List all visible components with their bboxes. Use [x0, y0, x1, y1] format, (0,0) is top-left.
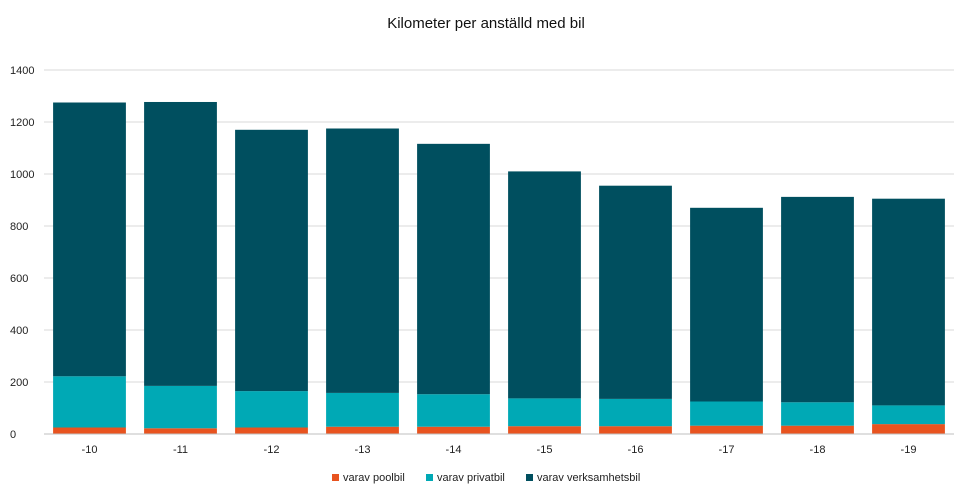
y-axis-ticks: 0 200 400 600 800 1000 1200 1400 [10, 65, 34, 441]
y-tick-label: 1400 [10, 65, 34, 77]
legend-item: varav privatbil [426, 472, 505, 484]
legend-item: varav poolbil [332, 472, 405, 484]
y-tick-label: 200 [10, 377, 28, 389]
bar-segment-varav-verksamhetsbil [417, 143, 490, 395]
bar-segment-varav-poolbil [417, 426, 490, 434]
y-tick-label: 400 [10, 325, 28, 337]
bar-segment-varav-privatbil [53, 376, 126, 428]
bar-segment-varav-verksamhetsbil [599, 185, 672, 399]
bar-segment-varav-verksamhetsbil [781, 196, 854, 403]
x-tick-label: -12 [264, 444, 280, 456]
bar-segment-varav-poolbil [508, 426, 581, 434]
x-tick-label: -16 [628, 444, 644, 456]
bar-segment-varav-poolbil [690, 425, 763, 434]
legend-label: varav privatbil [437, 472, 505, 484]
y-tick-label: 800 [10, 221, 28, 233]
legend-item: varav verksamhetsbil [526, 472, 640, 484]
bar-segment-varav-poolbil [53, 427, 126, 434]
bar-segment-varav-poolbil [235, 427, 308, 434]
x-axis-ticks: -10 -11 -12 -13 -14 -15 -16 -17 -18 -19 [82, 444, 917, 456]
legend-label: varav poolbil [343, 472, 405, 484]
bar-segment-varav-privatbil [781, 402, 854, 426]
bar-segment-varav-privatbil [508, 398, 581, 427]
bar-segment-varav-poolbil [872, 424, 945, 434]
x-tick-label: -13 [355, 444, 371, 456]
bar-segment-varav-privatbil [599, 398, 672, 427]
bar-segment-varav-privatbil [872, 405, 945, 425]
legend-swatch [426, 474, 433, 481]
bar-segment-varav-verksamhetsbil [326, 128, 399, 393]
x-tick-label: -15 [537, 444, 553, 456]
bar-segment-varav-verksamhetsbil [690, 207, 763, 402]
y-tick-label: 1200 [10, 117, 34, 129]
legend-swatch [332, 474, 339, 481]
bar-segment-varav-poolbil [599, 426, 672, 434]
bar-segment-varav-privatbil [690, 401, 763, 426]
x-tick-label: -14 [446, 444, 462, 456]
bar-segment-varav-verksamhetsbil [53, 102, 126, 377]
x-tick-label: -11 [173, 444, 188, 456]
x-tick-label: -19 [901, 444, 917, 456]
bar-segment-varav-verksamhetsbil [235, 129, 308, 392]
bar-segment-varav-verksamhetsbil [872, 198, 945, 406]
x-tick-label: -18 [810, 444, 826, 456]
bars [53, 101, 945, 434]
y-tick-label: 0 [10, 429, 16, 441]
x-tick-label: -17 [719, 444, 735, 456]
bar-segment-varav-verksamhetsbil [144, 101, 217, 386]
bar-segment-varav-poolbil [144, 428, 217, 434]
chart-title: Kilometer per anställd med bil [387, 15, 585, 32]
x-tick-label: -10 [82, 444, 98, 456]
bar-segment-varav-privatbil [326, 392, 399, 427]
bar-segment-varav-privatbil [144, 385, 217, 429]
bar-segment-varav-poolbil [326, 426, 399, 434]
bar-segment-varav-privatbil [417, 394, 490, 427]
y-tick-label: 600 [10, 273, 28, 285]
legend: varav poolbil varav privatbil varav verksa… [332, 472, 640, 484]
bar-segment-varav-privatbil [235, 391, 308, 428]
legend-label: varav verksamhetsbil [537, 472, 640, 484]
bar-segment-varav-verksamhetsbil [508, 171, 581, 399]
y-tick-label: 1000 [10, 169, 34, 181]
legend-swatch [526, 474, 533, 481]
bar-segment-varav-poolbil [781, 425, 854, 434]
